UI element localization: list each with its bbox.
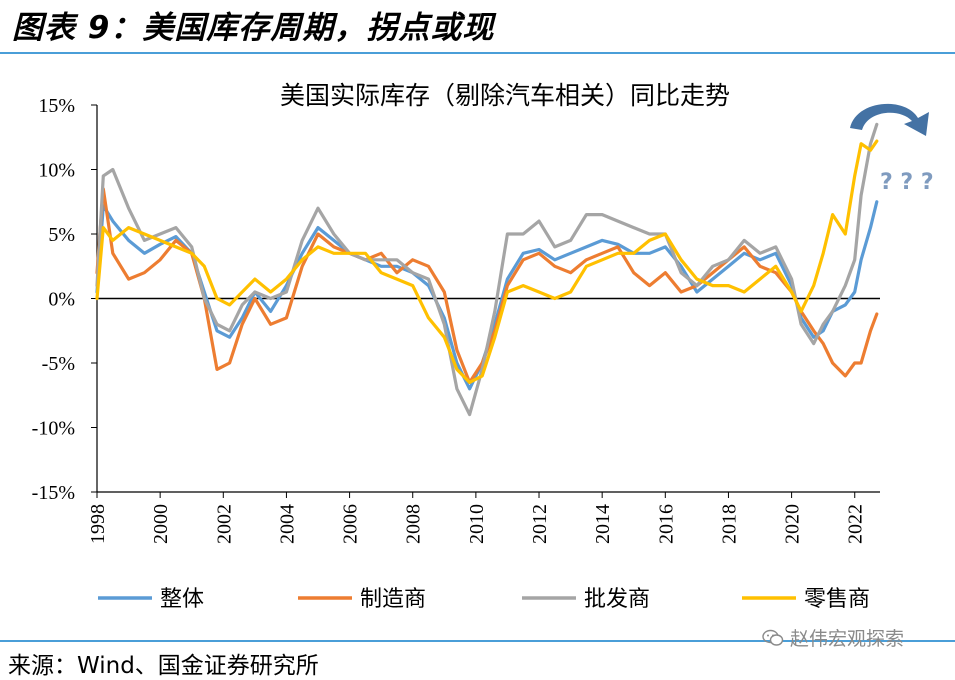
x-tick-label: 2002 bbox=[213, 504, 235, 544]
x-tick-label: 2006 bbox=[340, 504, 362, 544]
y-tick-label: -10% bbox=[32, 418, 75, 440]
y-tick-label: -15% bbox=[32, 482, 75, 504]
x-tick-label: 2010 bbox=[466, 504, 488, 544]
y-tick-label: -5% bbox=[42, 353, 75, 375]
x-tick-label: 1998 bbox=[87, 504, 109, 544]
y-tick-label: 0% bbox=[48, 289, 75, 311]
series-line-零售商 bbox=[95, 139, 879, 384]
bottom-rule bbox=[0, 640, 955, 642]
legend-label: 整体 bbox=[160, 587, 204, 612]
legend-label: 零售商 bbox=[804, 587, 870, 612]
annotation: ? ? ? bbox=[850, 103, 934, 195]
series-lines bbox=[95, 122, 879, 417]
x-tick-label: 2014 bbox=[592, 504, 614, 544]
wechat-icon bbox=[762, 629, 784, 646]
watermark: 赵伟宏观探索 bbox=[762, 624, 904, 651]
legend-label: 批发商 bbox=[584, 587, 650, 612]
inventory-yoy-chart: 美国实际库存（剔除汽车相关）同比走势 -15% -10% -5% 0% 5% 10% 15%… bbox=[32, 81, 934, 612]
y-tick-label: 5% bbox=[48, 224, 75, 246]
x-tick-label: 2020 bbox=[782, 504, 804, 544]
y-tick-label: 10% bbox=[38, 160, 75, 182]
x-tick-label: 2012 bbox=[529, 504, 551, 544]
figure-title: 图表 9：美国库存周期，拐点或现 bbox=[12, 10, 495, 46]
legend-label: 制造商 bbox=[360, 587, 426, 612]
y-tick-label: 15% bbox=[38, 95, 75, 117]
x-axis: 1998 2000 2002 2004 2006 2008 2010 2012 2014 2016… bbox=[87, 491, 880, 544]
x-tick-label: 2022 bbox=[845, 504, 867, 544]
x-tick-label: 2018 bbox=[718, 504, 740, 544]
top-rule bbox=[0, 52, 955, 54]
series-line-整体 bbox=[95, 200, 879, 391]
x-tick-label: 2008 bbox=[403, 504, 425, 544]
watermark-text: 赵伟宏观探索 bbox=[790, 628, 905, 650]
x-tick-label: 2000 bbox=[150, 504, 172, 544]
y-axis: -15% -10% -5% 0% 5% 10% 15% bbox=[32, 95, 98, 504]
legend: 整体 制造商 批发商 零售商 bbox=[98, 587, 870, 612]
source-note: 来源：Wind、国金证券研究所 bbox=[8, 653, 319, 679]
annotation-question-marks: ? ? ? bbox=[880, 170, 934, 195]
x-tick-label: 2016 bbox=[655, 504, 677, 544]
x-tick-label: 2004 bbox=[276, 504, 298, 544]
curved-arrow-icon bbox=[850, 103, 929, 136]
chart-title: 美国实际库存（剔除汽车相关）同比走势 bbox=[280, 81, 730, 110]
series-line-批发商 bbox=[95, 122, 879, 417]
